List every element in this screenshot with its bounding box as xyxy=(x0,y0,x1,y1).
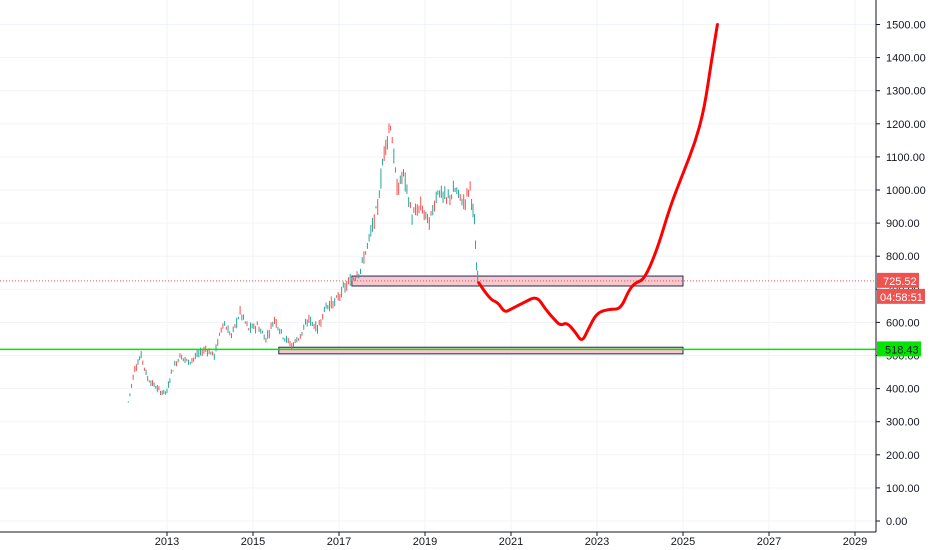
price-tick-label: 900.00 xyxy=(886,218,920,230)
chart-grid xyxy=(0,0,876,532)
price-candles xyxy=(127,123,479,403)
price-tick-label: 1500.00 xyxy=(886,20,926,32)
time-tick-label: 2015 xyxy=(241,536,265,548)
current-price-label: 725.52 xyxy=(883,276,917,288)
price-tags: 725.52 04:58:51 518.43 xyxy=(877,272,925,357)
price-tick-label: 300.00 xyxy=(886,417,920,429)
price-tick-label: 1200.00 xyxy=(886,119,926,131)
price-tick-label: 1400.00 xyxy=(886,53,926,65)
time-tick-label: 2025 xyxy=(671,536,695,548)
price-tick-label: 0.00 xyxy=(886,516,907,528)
price-tick-label: 1300.00 xyxy=(886,86,926,98)
price-tick-label: 600.00 xyxy=(886,317,920,329)
time-tick-label: 2013 xyxy=(155,536,179,548)
countdown-label: 04:58:51 xyxy=(880,292,923,304)
price-tick-label: 1100.00 xyxy=(886,152,925,164)
time-tick-label: 2027 xyxy=(757,536,781,548)
green-level-tag xyxy=(877,341,921,357)
price-tick-label: 200.00 xyxy=(886,450,920,462)
time-tick-label: 2029 xyxy=(843,536,867,548)
projection-layer xyxy=(477,23,719,341)
horizontal-lines xyxy=(0,280,876,351)
time-axis[interactable]: 2013 2015 2017 2019 2021 2023 2025 2027 2029 xyxy=(155,532,867,548)
green-level-label: 518.43 xyxy=(885,344,919,356)
time-tick-label: 2021 xyxy=(499,536,523,548)
time-tick-label: 2023 xyxy=(585,536,609,548)
support-zone xyxy=(278,346,684,355)
projection-curve xyxy=(477,23,719,341)
price-tick-label: 1000.00 xyxy=(886,185,926,197)
current-price-tag xyxy=(877,272,919,288)
price-tick-label: 100.00 xyxy=(886,483,920,495)
price-axis[interactable]: 1500.00 1400.00 1300.00 1200.00 1100.00 1000.… xyxy=(876,20,926,529)
time-tick-label: 2019 xyxy=(413,536,437,548)
time-tick-label: 2017 xyxy=(327,536,351,548)
countdown-tag xyxy=(877,288,925,304)
price-tick-label: 400.00 xyxy=(886,384,920,396)
price-tick-label: 800.00 xyxy=(886,251,920,263)
